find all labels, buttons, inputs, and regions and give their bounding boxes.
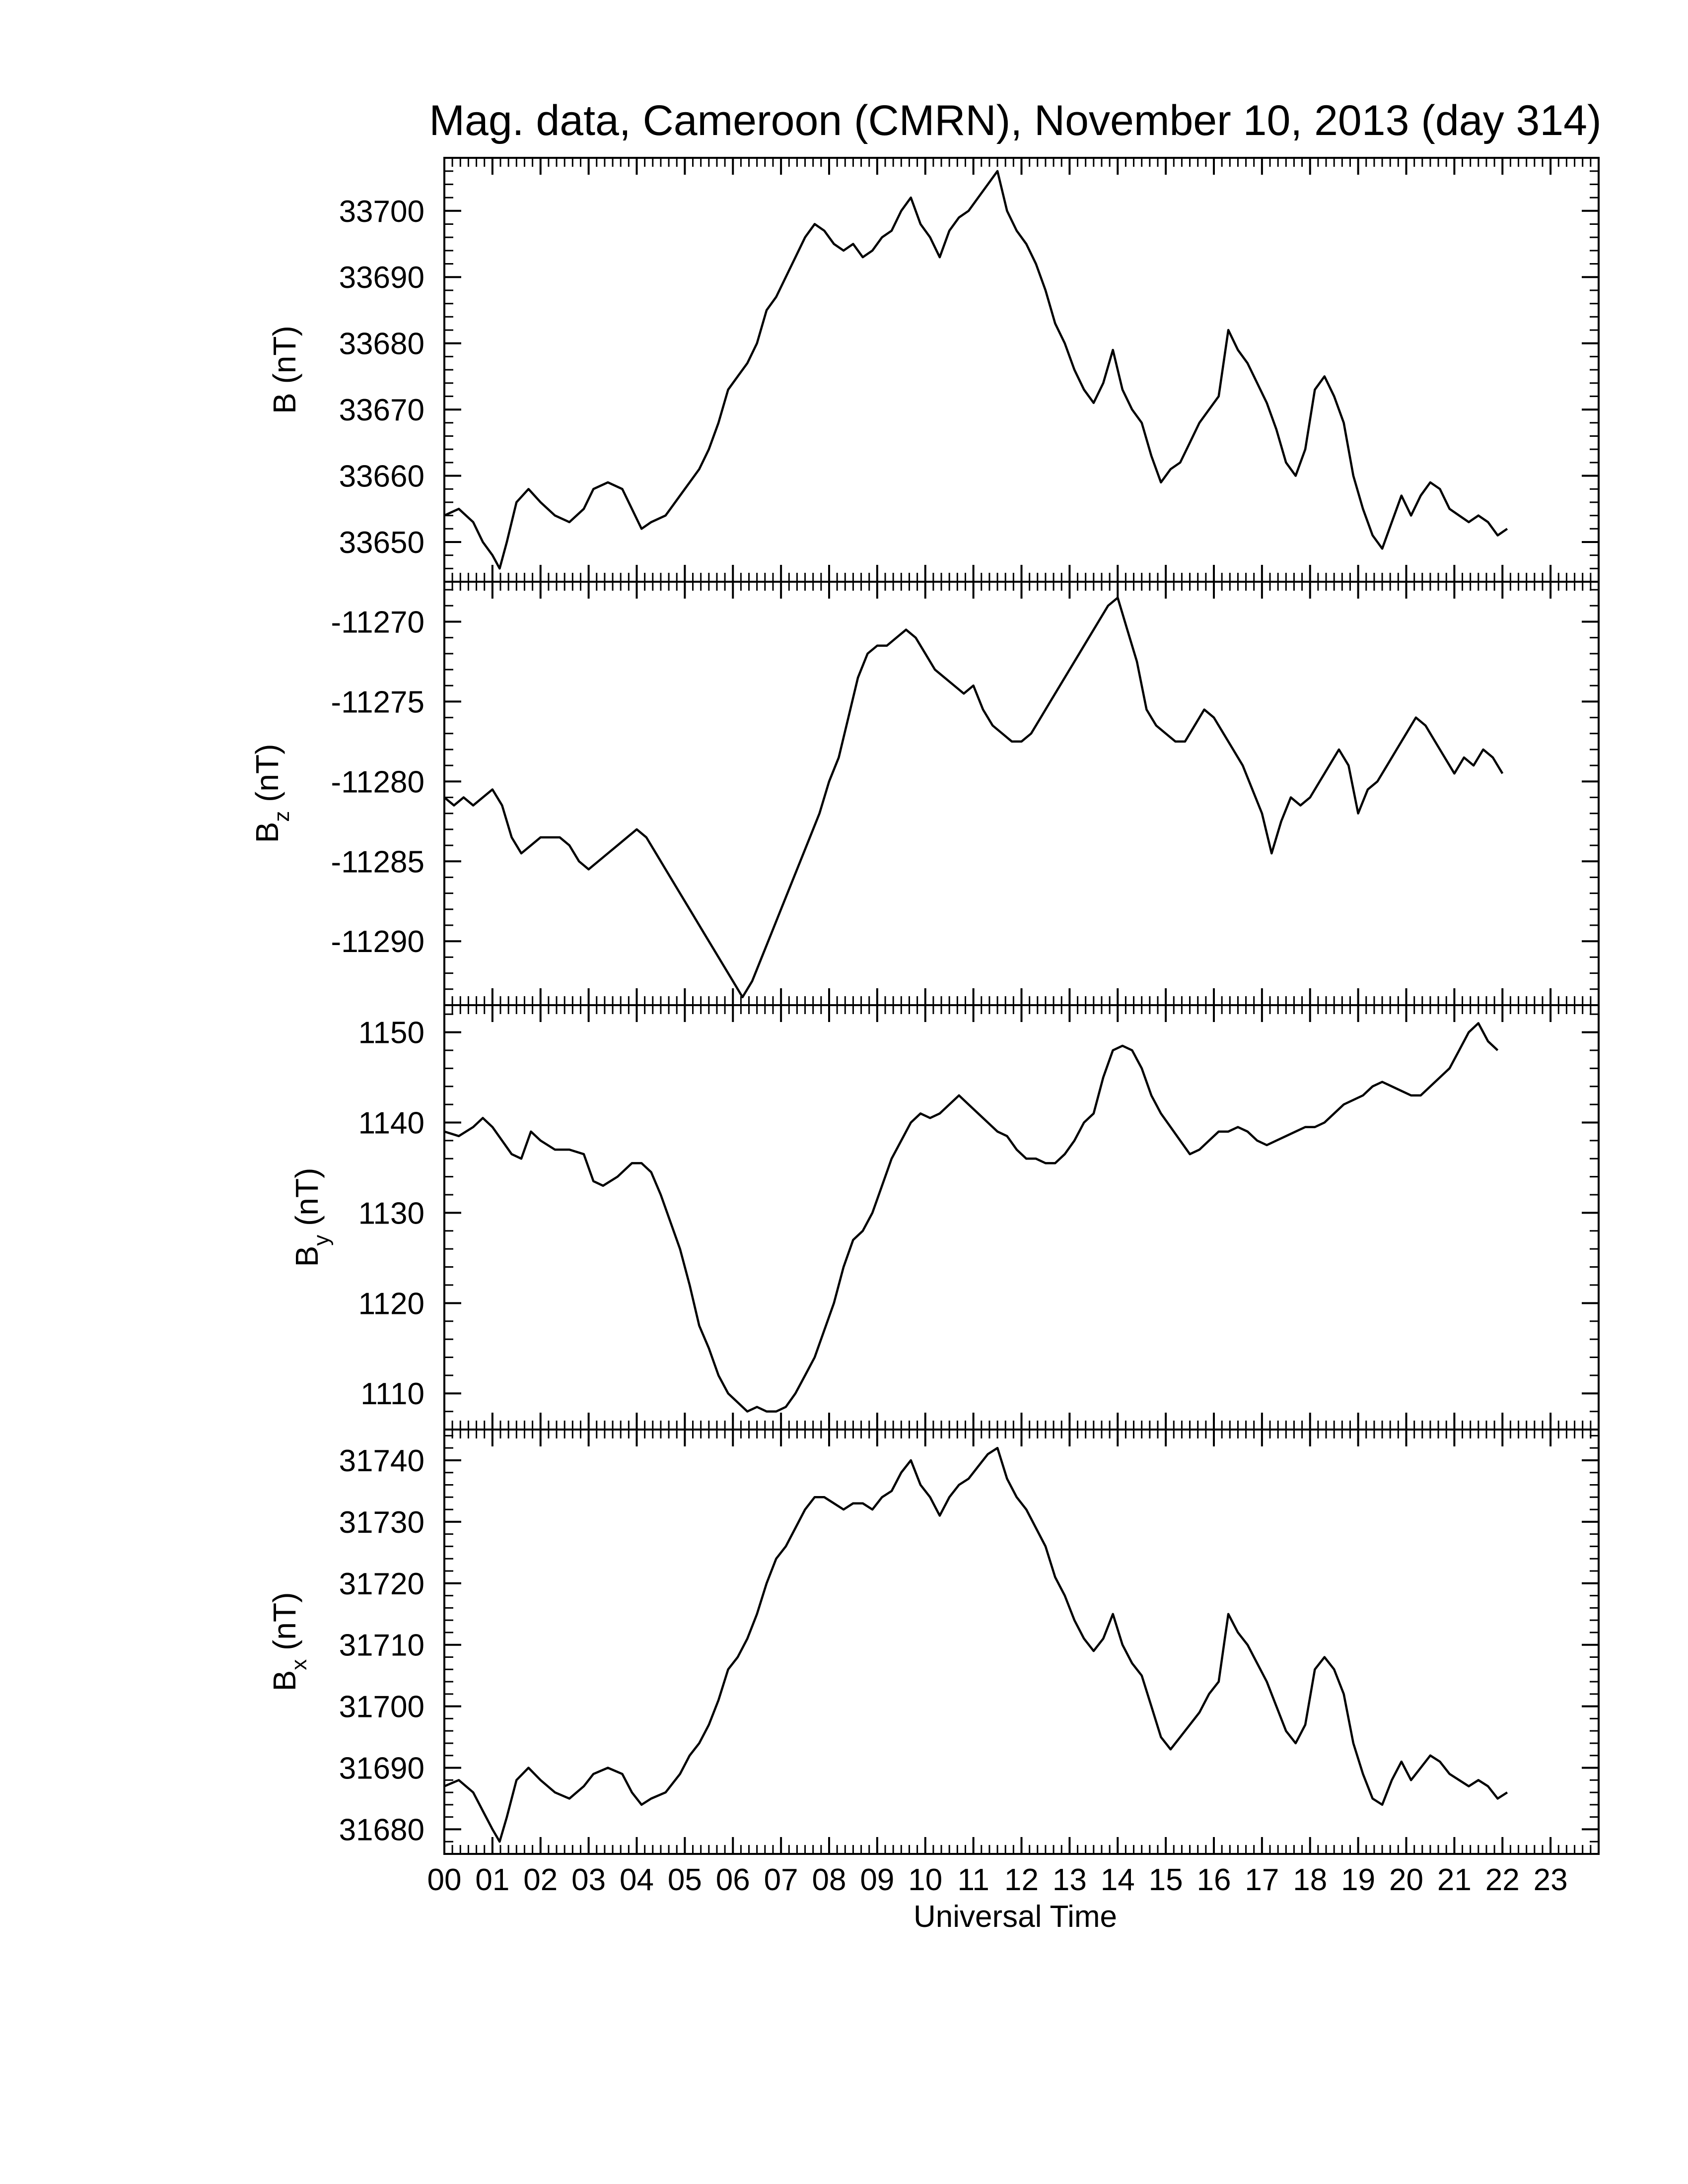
y-tick-label: -11275 <box>331 685 424 719</box>
y-tick-label: 1130 <box>358 1196 424 1230</box>
y-tick-label: 31720 <box>339 1567 424 1601</box>
x-tick-label: 06 <box>716 1863 750 1897</box>
x-tick-label: 09 <box>860 1863 894 1897</box>
y-tick-label: 1140 <box>358 1106 424 1140</box>
panel-2: -11270 -11275 -11280 -11285 -11290 Bz (nT) <box>249 581 1600 1006</box>
x-tick-label: 11 <box>957 1863 989 1897</box>
series-line-panel-4 <box>444 1446 1508 1843</box>
x-tick-label: 23 <box>1534 1863 1568 1897</box>
panels-group: 33650 33660 33670 33680 33690 33700 B (nT) -112… <box>249 157 1600 1855</box>
y-axis-label: B (nT) <box>267 326 302 414</box>
y-tick-label: 31710 <box>339 1629 424 1663</box>
panel-4: 31680 31690 31700 31710 31720 31730 31740 Bx (n… <box>267 1429 1600 1855</box>
y-axis-label: By (nT) <box>289 1168 334 1267</box>
y-tick-label: 31690 <box>339 1752 424 1786</box>
series-line-panel-3 <box>444 1022 1499 1413</box>
y-tick-label: 31730 <box>339 1505 424 1540</box>
y-tick-label: 33680 <box>339 327 424 361</box>
panel-1: 33650 33660 33670 33680 33690 33700 B (nT) <box>267 157 1600 583</box>
y-tick-label: -11285 <box>331 845 424 879</box>
y-tick-label: -11290 <box>331 925 424 959</box>
x-tick-label: 20 <box>1389 1863 1423 1897</box>
x-tick-label: 22 <box>1485 1863 1520 1897</box>
x-tick-label: 10 <box>908 1863 942 1897</box>
y-tick-label: 33670 <box>339 393 424 427</box>
y-tick-label: 33700 <box>339 195 424 229</box>
x-tick-label: 04 <box>620 1863 654 1897</box>
x-tick-label: 21 <box>1437 1863 1472 1897</box>
x-tick-label: 01 <box>475 1863 509 1897</box>
y-tick-label: 31740 <box>339 1444 424 1478</box>
x-axis-label: Universal Time <box>914 1900 1117 1934</box>
x-tick-label: 08 <box>812 1863 846 1897</box>
x-tick-label: 12 <box>1004 1863 1039 1897</box>
y-axis-label: Bx (nT) <box>267 1592 311 1692</box>
x-tick-label: 07 <box>764 1863 798 1897</box>
y-axis-label: Bz (nT) <box>249 744 294 843</box>
series-line-panel-2 <box>443 596 1504 999</box>
y-tick-label: 33650 <box>339 526 424 560</box>
x-tick-label: 00 <box>427 1863 462 1897</box>
y-tick-label: 33660 <box>339 460 424 494</box>
x-tick-label: 19 <box>1341 1863 1375 1897</box>
series-line-panel-1 <box>444 170 1508 570</box>
y-tick-label: 1110 <box>360 1377 424 1411</box>
x-tick-labels: 00 01 02 03 04 05 06 07 08 09 10 11 12 13 14 15 16 17 18 19… <box>427 1863 1568 1897</box>
y-tick-label: -11270 <box>331 605 424 639</box>
y-tick-label: 1150 <box>358 1016 424 1050</box>
y-tick-label: 33690 <box>339 261 424 295</box>
x-tick-label: 14 <box>1101 1863 1135 1897</box>
y-tick-label: 31680 <box>339 1813 424 1847</box>
x-tick-label: 18 <box>1293 1863 1327 1897</box>
x-tick-label: 16 <box>1197 1863 1231 1897</box>
chart-title: Mag. data, Cameroon (CMRN), November 10,… <box>429 97 1601 144</box>
x-tick-label: 13 <box>1053 1863 1087 1897</box>
x-tick-label: 03 <box>571 1863 606 1897</box>
x-tick-label: 17 <box>1245 1863 1279 1897</box>
x-tick-label: 05 <box>668 1863 702 1897</box>
x-tick-label: 02 <box>523 1863 558 1897</box>
y-tick-label: 31700 <box>339 1690 424 1724</box>
x-tick-label: 15 <box>1149 1863 1183 1897</box>
y-tick-label: -11280 <box>331 765 424 799</box>
y-tick-label: 1120 <box>358 1287 424 1321</box>
